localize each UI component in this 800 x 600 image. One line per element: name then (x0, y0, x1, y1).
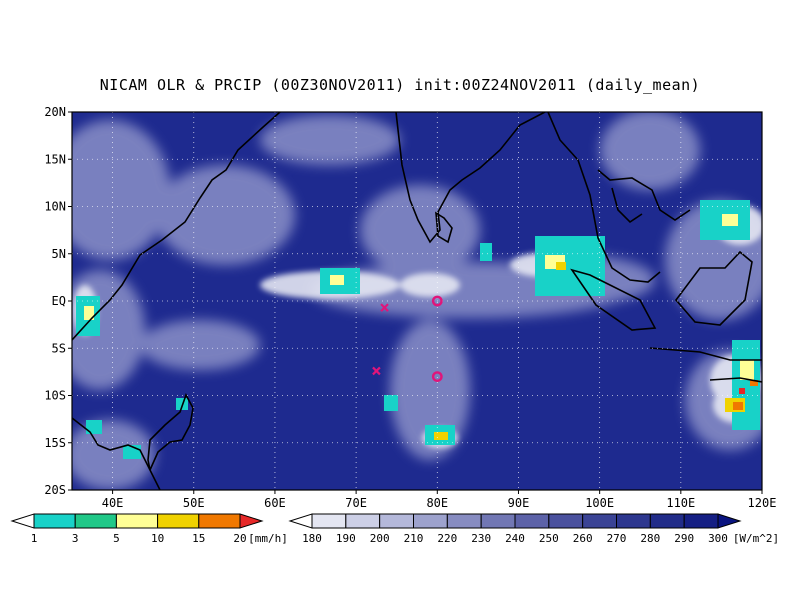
olr-over-arrow (717, 513, 742, 529)
chart-title: NICAM OLR & PRCIP (00Z30NOV2011) init:00… (99, 76, 701, 94)
olr-bin (413, 513, 448, 529)
markers (372, 295, 443, 382)
precip-bin (74, 513, 117, 529)
olr-level-label: 200 (370, 532, 390, 545)
lat-tick-label: 10S (44, 389, 66, 403)
olr-bin (683, 513, 719, 529)
lat-tick-labels: 20N 15N 10N 5N EQ 5S 10S 15S 20S (44, 105, 72, 497)
lat-tick-label: 20N (44, 105, 66, 119)
precip-bin (198, 513, 241, 529)
lat-tick-label: EQ (52, 294, 66, 308)
lon-tick-label: 40E (102, 496, 124, 510)
precip-level-label: 5 (113, 532, 120, 545)
lat-tick-label: 5N (52, 247, 66, 261)
olr-level-label: 300 (708, 532, 728, 545)
olr-unit-label: [W/m^2] (733, 532, 779, 545)
lon-tick-label: 80E (426, 496, 448, 510)
precip-under-arrow (10, 513, 35, 529)
precip-colorbar: 1 3 5 10 15 20 [mm/h] (10, 513, 288, 545)
olr-level-label: 190 (336, 532, 356, 545)
olr-level-label: 230 (471, 532, 491, 545)
x-mark (380, 303, 389, 312)
x-mark (372, 366, 381, 376)
olr-bin (649, 513, 685, 529)
precip-patches (76, 200, 760, 459)
olr-bin (446, 513, 482, 529)
olr-bin (379, 513, 414, 529)
olr-bin (311, 513, 347, 529)
lat-tick-label: 20S (44, 483, 66, 497)
olr-level-label: 270 (607, 532, 627, 545)
lon-tick-label: 90E (508, 496, 530, 510)
precip-unit-label: [mm/h] (248, 532, 288, 545)
lon-tick-labels: 40E 50E 60E 70E 80E 90E 100E 110E 120E (102, 490, 777, 510)
lat-tick-label: 5S (52, 341, 66, 355)
precip-level-label: 1 (31, 532, 38, 545)
lon-tick-label: 50E (183, 496, 205, 510)
precip-level-label: 15 (192, 532, 205, 545)
olr-level-label: 260 (573, 532, 593, 545)
lat-tick-label: 10N (44, 200, 66, 214)
precip-bin (115, 513, 159, 529)
olr-level-label: 180 (302, 532, 322, 545)
precip-bin (33, 513, 76, 529)
precip-over-arrow (239, 513, 264, 529)
lat-tick-label: 15N (44, 152, 66, 166)
coastlines (72, 112, 762, 490)
olr-bin (616, 513, 651, 529)
olr-level-label: 210 (404, 532, 424, 545)
lon-tick-label: 60E (264, 496, 286, 510)
precip-level-label: 20 (233, 532, 246, 545)
lon-tick-label: 70E (345, 496, 367, 510)
olr-colorbar: 180 190 200 210 220 230 240 250 260 270 280 290 300 [… (288, 513, 779, 545)
lon-tick-label: 120E (748, 496, 777, 510)
precip-bin (157, 513, 200, 529)
olr-field (72, 112, 762, 490)
circle-mark (431, 295, 443, 307)
lon-tick-label: 100E (585, 496, 614, 510)
lat-tick-label: 15S (44, 436, 66, 450)
olr-bin (548, 513, 584, 529)
olr-level-label: 280 (640, 532, 660, 545)
olr-bin (480, 513, 516, 529)
olr-level-label: 240 (505, 532, 525, 545)
olr-bin (514, 513, 550, 529)
precip-level-label: 10 (151, 532, 164, 545)
olr-bin (345, 513, 381, 529)
olr-bin (582, 513, 618, 529)
olr-under-arrow (288, 513, 313, 529)
lon-tick-label: 110E (666, 496, 695, 510)
olr-level-label: 290 (674, 532, 694, 545)
precip-level-label: 3 (72, 532, 79, 545)
circle-mark (431, 371, 443, 382)
olr-level-label: 220 (437, 532, 457, 545)
olr-level-label: 250 (539, 532, 559, 545)
gridlines (72, 112, 762, 490)
